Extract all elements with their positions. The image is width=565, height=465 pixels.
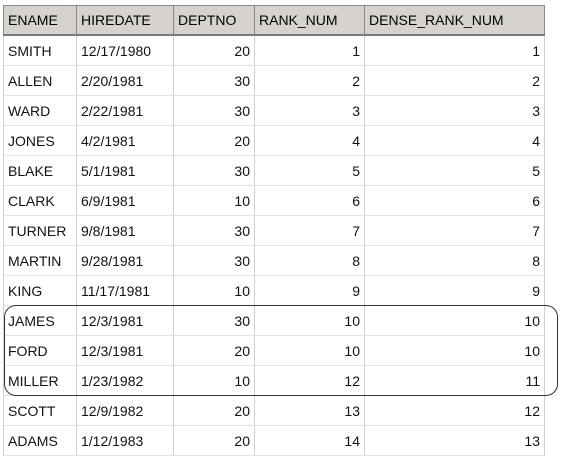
cell-rank-num[interactable]: 7	[254, 215, 365, 246]
cell-dense-rank-num[interactable]: 9	[364, 275, 545, 306]
cell-ename[interactable]: ALLEN	[3, 65, 77, 96]
cell-deptno[interactable]: 20	[173, 335, 255, 366]
column-header-deptno[interactable]: DEPTNO	[173, 5, 255, 36]
cell-ename[interactable]: JONES	[3, 125, 77, 156]
cell-hiredate[interactable]: 6/9/1981	[76, 185, 174, 216]
cell-dense-rank-num[interactable]: 2	[364, 65, 545, 96]
table-body: SMITH 12/17/1980 20 1 1 ALLEN 2/20/1981 30 2 2 WAR…	[3, 35, 545, 456]
cell-hiredate[interactable]: 12/17/1980	[76, 35, 174, 66]
table-row[interactable]: KING 11/17/1981 10 9 9	[3, 275, 545, 306]
cell-dense-rank-num[interactable]: 5	[364, 155, 545, 186]
table-row[interactable]: BLAKE 5/1/1981 30 5 5	[3, 155, 545, 186]
table-row[interactable]: MARTIN 9/28/1981 30 8 8	[3, 245, 545, 276]
cell-hiredate[interactable]: 9/28/1981	[76, 245, 174, 276]
column-header-hiredate[interactable]: HIREDATE	[76, 5, 174, 36]
results-grid: ENAME HIREDATE DEPTNO RANK_NUM DENSE_RAN…	[3, 5, 545, 456]
column-header-rank-num[interactable]: RANK_NUM	[254, 5, 365, 36]
header-row: ENAME HIREDATE DEPTNO RANK_NUM DENSE_RAN…	[3, 5, 545, 36]
cell-hiredate[interactable]: 9/8/1981	[76, 215, 174, 246]
cell-dense-rank-num[interactable]: 1	[364, 35, 545, 66]
cell-hiredate[interactable]: 12/9/1982	[76, 395, 174, 426]
table-row[interactable]: SCOTT 12/9/1982 20 13 12	[3, 395, 545, 426]
cell-hiredate[interactable]: 12/3/1981	[76, 305, 174, 336]
cell-rank-num[interactable]: 10	[254, 335, 365, 366]
column-header-dense-rank-num[interactable]: DENSE_RANK_NUM	[364, 5, 545, 36]
cell-rank-num[interactable]: 13	[254, 395, 365, 426]
cell-hiredate[interactable]: 12/3/1981	[76, 335, 174, 366]
cell-hiredate[interactable]: 2/20/1981	[76, 65, 174, 96]
table-row[interactable]: TURNER 9/8/1981 30 7 7	[3, 215, 545, 246]
table-row[interactable]: SMITH 12/17/1980 20 1 1	[3, 35, 545, 66]
cell-dense-rank-num[interactable]: 8	[364, 245, 545, 276]
cell-hiredate[interactable]: 1/23/1982	[76, 365, 174, 396]
cell-dense-rank-num[interactable]: 10	[364, 305, 545, 336]
cell-dense-rank-num[interactable]: 10	[364, 335, 545, 366]
cell-hiredate[interactable]: 4/2/1981	[76, 125, 174, 156]
cell-rank-num[interactable]: 6	[254, 185, 365, 216]
cell-ename[interactable]: MARTIN	[3, 245, 77, 276]
cell-rank-num[interactable]: 8	[254, 245, 365, 276]
table-row[interactable]: MILLER 1/23/1982 10 12 11	[3, 365, 545, 396]
cell-ename[interactable]: SCOTT	[3, 395, 77, 426]
cell-hiredate[interactable]: 11/17/1981	[76, 275, 174, 306]
cell-rank-num[interactable]: 4	[254, 125, 365, 156]
table-row[interactable]: ALLEN 2/20/1981 30 2 2	[3, 65, 545, 96]
table-row[interactable]: JONES 4/2/1981 20 4 4	[3, 125, 545, 156]
cell-ename[interactable]: JAMES	[3, 305, 77, 336]
cell-dense-rank-num[interactable]: 12	[364, 395, 545, 426]
table-row[interactable]: JAMES 12/3/1981 30 10 10	[3, 305, 545, 336]
table-row[interactable]: ADAMS 1/12/1983 20 14 13	[3, 425, 545, 456]
cell-dense-rank-num[interactable]: 13	[364, 425, 545, 456]
cell-deptno[interactable]: 30	[173, 215, 255, 246]
cell-rank-num[interactable]: 10	[254, 305, 365, 336]
cell-hiredate[interactable]: 1/12/1983	[76, 425, 174, 456]
cell-deptno[interactable]: 20	[173, 35, 255, 66]
cell-deptno[interactable]: 20	[173, 395, 255, 426]
cell-rank-num[interactable]: 3	[254, 95, 365, 126]
cell-ename[interactable]: BLAKE	[3, 155, 77, 186]
cell-ename[interactable]: ADAMS	[3, 425, 77, 456]
cell-hiredate[interactable]: 2/22/1981	[76, 95, 174, 126]
cell-ename[interactable]: CLARK	[3, 185, 77, 216]
cell-deptno[interactable]: 30	[173, 95, 255, 126]
cell-rank-num[interactable]: 9	[254, 275, 365, 306]
cell-deptno[interactable]: 30	[173, 155, 255, 186]
cell-dense-rank-num[interactable]: 7	[364, 215, 545, 246]
cell-dense-rank-num[interactable]: 11	[364, 365, 545, 396]
cell-ename[interactable]: SMITH	[3, 35, 77, 66]
cell-rank-num[interactable]: 2	[254, 65, 365, 96]
cell-deptno[interactable]: 10	[173, 275, 255, 306]
cell-deptno[interactable]: 30	[173, 245, 255, 276]
cell-deptno[interactable]: 10	[173, 185, 255, 216]
cell-deptno[interactable]: 30	[173, 65, 255, 96]
cell-ename[interactable]: WARD	[3, 95, 77, 126]
table-row[interactable]: WARD 2/22/1981 30 3 3	[3, 95, 545, 126]
cell-ename[interactable]: KING	[3, 275, 77, 306]
cell-deptno[interactable]: 20	[173, 125, 255, 156]
table-row[interactable]: FORD 12/3/1981 20 10 10	[3, 335, 545, 366]
cell-deptno[interactable]: 10	[173, 365, 255, 396]
cell-rank-num[interactable]: 1	[254, 35, 365, 66]
cell-rank-num[interactable]: 14	[254, 425, 365, 456]
cell-rank-num[interactable]: 12	[254, 365, 365, 396]
cell-ename[interactable]: FORD	[3, 335, 77, 366]
cell-hiredate[interactable]: 5/1/1981	[76, 155, 174, 186]
cell-dense-rank-num[interactable]: 4	[364, 125, 545, 156]
column-header-ename[interactable]: ENAME	[3, 5, 77, 36]
cell-ename[interactable]: TURNER	[3, 215, 77, 246]
cell-deptno[interactable]: 20	[173, 425, 255, 456]
cell-ename[interactable]: MILLER	[3, 365, 77, 396]
cell-rank-num[interactable]: 5	[254, 155, 365, 186]
cell-dense-rank-num[interactable]: 3	[364, 95, 545, 126]
cell-deptno[interactable]: 30	[173, 305, 255, 336]
cell-dense-rank-num[interactable]: 6	[364, 185, 545, 216]
table-row[interactable]: CLARK 6/9/1981 10 6 6	[3, 185, 545, 216]
